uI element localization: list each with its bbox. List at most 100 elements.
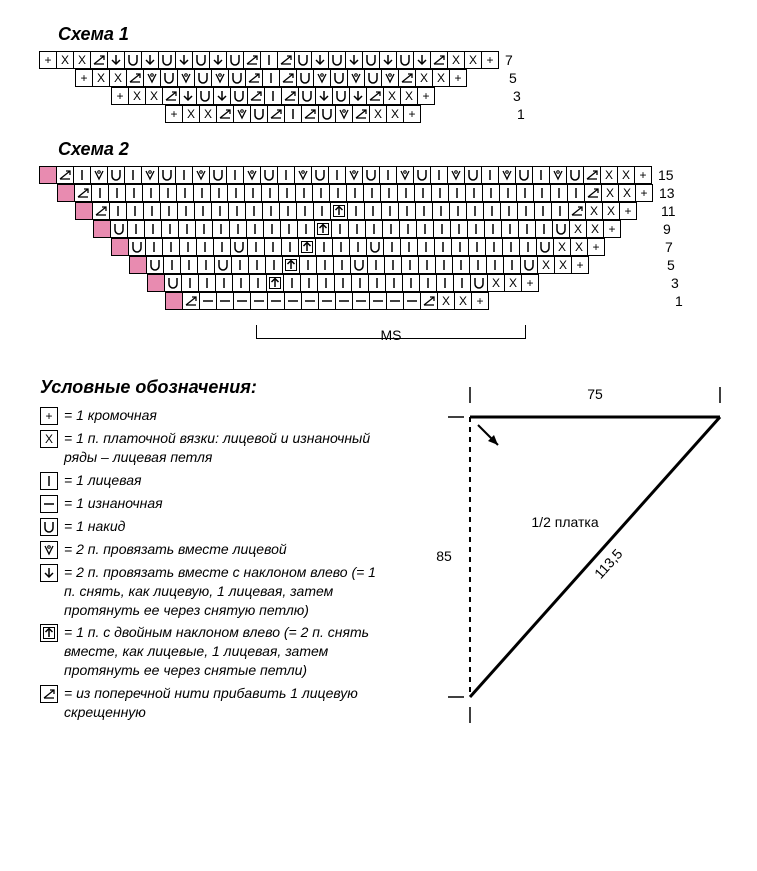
chart-row: XX+1 — [40, 292, 717, 310]
cell — [196, 238, 214, 256]
cell — [162, 238, 180, 256]
cell — [199, 292, 217, 310]
legend-text: = 1 кромочная — [64, 406, 380, 425]
cell — [419, 274, 437, 292]
cell — [243, 51, 261, 69]
cell — [483, 202, 501, 220]
cell — [312, 184, 330, 202]
row-number: 7 — [665, 239, 687, 255]
row-number: 3 — [513, 88, 535, 104]
cell — [415, 202, 433, 220]
cell — [516, 184, 534, 202]
legend-symbol — [40, 624, 58, 642]
cell — [247, 238, 265, 256]
cell — [365, 220, 383, 238]
cell — [284, 105, 302, 123]
cell: X — [400, 87, 418, 105]
cell — [385, 274, 403, 292]
cell — [317, 274, 335, 292]
cell: + — [39, 51, 57, 69]
cell — [158, 51, 176, 69]
cell — [328, 51, 346, 69]
cell: + — [449, 69, 467, 87]
cell: X — [602, 202, 620, 220]
legend-symbol — [40, 495, 58, 513]
cell — [127, 220, 145, 238]
cell — [56, 166, 74, 184]
cell — [145, 238, 163, 256]
legend-item: = 1 лицевая — [40, 471, 380, 490]
cell: X — [464, 51, 482, 69]
cell — [330, 202, 348, 220]
cell — [533, 184, 551, 202]
cell — [175, 166, 193, 184]
dim-top: 75 — [587, 386, 603, 402]
cell — [413, 166, 431, 184]
cell — [351, 274, 369, 292]
cell — [297, 220, 315, 238]
cell — [177, 202, 195, 220]
cell — [209, 166, 227, 184]
chart-row: +XXXX+5 — [40, 69, 717, 87]
chart-row: +XXXX+3 — [40, 87, 717, 105]
cell — [430, 166, 448, 184]
cell — [482, 184, 500, 202]
cell: X — [600, 166, 618, 184]
cell — [350, 256, 368, 274]
cell — [451, 238, 469, 256]
cell — [147, 274, 165, 292]
cell: + — [634, 166, 652, 184]
legend-symbol — [40, 541, 58, 559]
cell — [129, 256, 147, 274]
cell — [448, 184, 466, 202]
cell — [383, 238, 401, 256]
cell: + — [481, 51, 499, 69]
cell — [484, 220, 502, 238]
legend-item: = 1 п. с двойным наклоном влево (= 2 п. … — [40, 623, 380, 680]
cell — [518, 220, 536, 238]
cell — [160, 69, 178, 87]
cell — [262, 69, 280, 87]
cell — [362, 51, 380, 69]
cell — [301, 105, 319, 123]
cell — [503, 256, 521, 274]
cell — [213, 238, 231, 256]
cell — [279, 202, 297, 220]
cell — [435, 256, 453, 274]
cell — [502, 238, 520, 256]
cell — [230, 87, 248, 105]
cell — [249, 274, 267, 292]
cell — [108, 184, 126, 202]
cell — [398, 69, 416, 87]
chart-row: XX+13 — [40, 184, 717, 202]
cell — [211, 69, 229, 87]
cell — [164, 274, 182, 292]
cell — [197, 256, 215, 274]
cell — [146, 256, 164, 274]
cell — [313, 202, 331, 220]
cell — [284, 292, 302, 310]
legend-symbol — [40, 518, 58, 536]
legend-text: = 2 п. провязать вместе лицевой — [64, 540, 380, 559]
legend-item: = 1 изнаночная — [40, 494, 380, 513]
cell: X — [537, 256, 555, 274]
chart-row: XX+15 — [40, 166, 717, 184]
cell — [334, 274, 352, 292]
cell — [165, 292, 183, 310]
cell — [245, 69, 263, 87]
cell — [194, 202, 212, 220]
cell — [447, 166, 465, 184]
cell — [413, 51, 431, 69]
legend-item: X= 1 п. платочной вязки: лицевой и изнан… — [40, 429, 380, 467]
cell — [178, 220, 196, 238]
cell — [281, 87, 299, 105]
chart-row: XX+11 — [40, 202, 717, 220]
cell: X — [618, 184, 636, 202]
chart-row: XX+5 — [40, 256, 717, 274]
cell — [142, 184, 160, 202]
cell — [551, 202, 569, 220]
cell — [298, 238, 316, 256]
cell — [278, 184, 296, 202]
cell — [486, 256, 504, 274]
cell — [362, 166, 380, 184]
